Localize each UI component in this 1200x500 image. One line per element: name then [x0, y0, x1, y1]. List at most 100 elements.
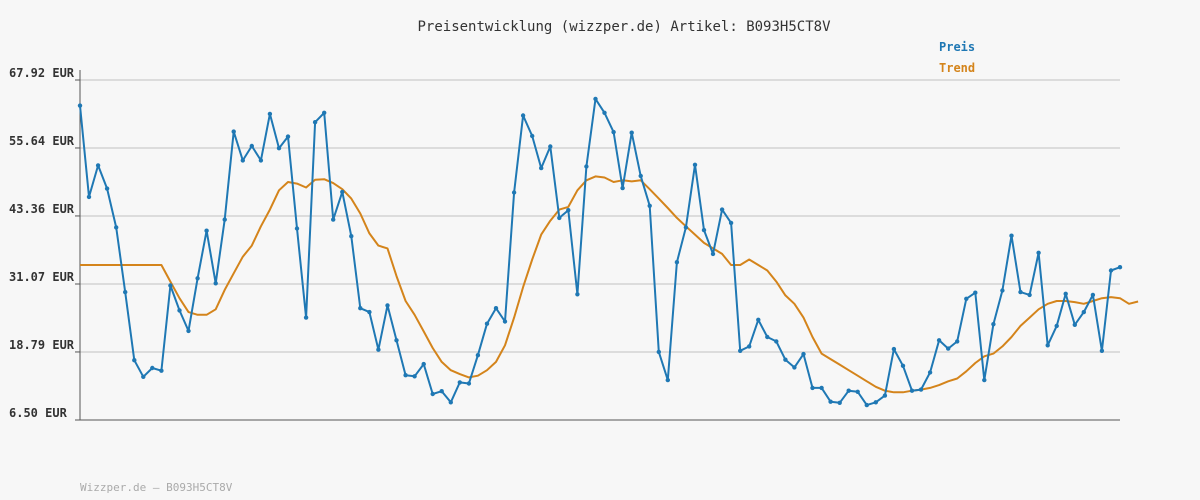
price-point	[584, 164, 589, 169]
price-point	[539, 165, 544, 171]
price-point	[466, 381, 472, 386]
price-point	[1000, 288, 1005, 293]
price-point	[575, 292, 580, 297]
price-point	[828, 399, 833, 404]
price-point	[123, 289, 128, 295]
price-point	[231, 129, 236, 134]
price-point	[710, 251, 716, 257]
price-point	[150, 365, 155, 371]
y-tick-label: 55.64 EUR	[9, 134, 75, 148]
price-point	[104, 186, 110, 191]
price-point	[276, 146, 282, 151]
price-point	[421, 361, 426, 367]
price-point	[1108, 268, 1114, 273]
price-point	[367, 309, 372, 315]
price-point	[557, 215, 562, 221]
footer-credit: Wizzper.de – B093H5CT8V	[80, 481, 233, 494]
price-point	[493, 306, 499, 311]
price-point	[240, 158, 245, 163]
price-point	[312, 120, 318, 125]
price-point	[376, 347, 381, 352]
price-point	[475, 353, 481, 358]
price-point	[222, 217, 227, 222]
price-point	[204, 228, 209, 233]
price-point	[132, 358, 137, 363]
y-tick-label: 31.07 EUR	[9, 270, 75, 284]
price-line	[79, 97, 1121, 407]
y-tick-label: 67.92 EUR	[9, 66, 75, 80]
price-point	[484, 321, 490, 326]
price-point	[511, 190, 517, 195]
y-tick-label: 6.50 EUR	[9, 406, 68, 420]
price-point	[303, 315, 309, 320]
price-point	[213, 281, 218, 286]
price-point	[394, 338, 399, 343]
price-point	[430, 391, 435, 397]
trend-line	[80, 175, 1139, 394]
price-point	[620, 185, 625, 191]
price-point	[692, 162, 698, 167]
price-point	[159, 368, 164, 373]
price-point	[168, 283, 173, 288]
price-point	[647, 203, 652, 208]
price-point	[683, 225, 689, 230]
price-point	[548, 144, 553, 149]
price-point	[991, 322, 996, 327]
price-point	[95, 163, 101, 168]
price-point	[331, 217, 336, 222]
price-point	[946, 346, 951, 351]
price-point	[783, 357, 788, 362]
price-point	[819, 385, 824, 391]
price-point	[412, 374, 417, 379]
chart-title: Preisentwicklung (wizzper.de) Artikel: B…	[417, 19, 831, 35]
price-point	[982, 377, 987, 383]
price-point	[530, 133, 535, 139]
price-point	[747, 344, 752, 349]
price-point	[294, 226, 300, 231]
price-point	[1045, 343, 1050, 348]
legend-trend: Trend	[939, 61, 976, 75]
price-point	[1099, 348, 1105, 353]
price-point	[728, 220, 734, 226]
price-point	[656, 349, 661, 355]
price-point	[873, 400, 878, 405]
price-point	[385, 303, 390, 308]
price-point	[177, 308, 182, 313]
price-point	[964, 296, 969, 301]
price-point	[195, 276, 200, 281]
price-point	[927, 370, 933, 375]
price-point	[665, 377, 670, 383]
price-point	[756, 317, 761, 322]
price-point	[792, 365, 797, 370]
y-tick-label: 43.36 EUR	[9, 202, 75, 216]
price-point	[674, 260, 680, 265]
price-point	[358, 306, 363, 311]
price-point	[566, 208, 571, 213]
price-point	[602, 110, 607, 116]
price-point	[249, 143, 254, 149]
price-point	[1117, 265, 1123, 270]
price-point	[1081, 309, 1087, 315]
price-point	[774, 339, 779, 344]
price-point	[846, 388, 851, 393]
price-point	[837, 400, 842, 405]
price-point	[1027, 292, 1032, 298]
price-point	[1009, 233, 1014, 238]
price-point	[810, 385, 815, 391]
price-point	[719, 207, 725, 212]
y-tick-label: 18.79 EUR	[9, 338, 75, 352]
legend-preis: Preis	[939, 40, 976, 54]
price-point	[882, 393, 888, 398]
price-point	[909, 388, 915, 393]
price-point	[593, 96, 598, 102]
price-point	[955, 339, 960, 344]
price-point	[855, 389, 860, 394]
price-point	[267, 111, 273, 117]
price-point	[322, 110, 327, 116]
price-point	[520, 113, 526, 118]
price-point	[1036, 250, 1041, 255]
price-point	[891, 346, 897, 352]
price-point	[1063, 291, 1068, 296]
